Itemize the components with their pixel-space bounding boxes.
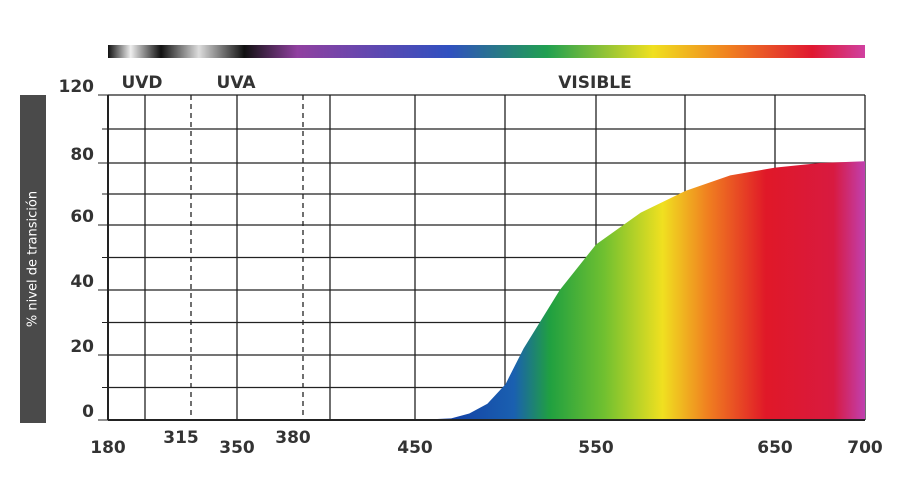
x-tick-label: 380 xyxy=(275,428,311,448)
x-tick-label: 700 xyxy=(847,438,883,458)
x-tick-label: 315 xyxy=(163,428,199,448)
region-label: VISIBLE xyxy=(558,73,631,93)
spectrum-bar xyxy=(108,45,865,58)
y-tick-label: 20 xyxy=(70,337,94,357)
x-tick-label: 180 xyxy=(90,438,126,458)
x-tick-label: 550 xyxy=(578,438,614,458)
y-tick-label: 0 xyxy=(82,402,94,422)
y-axis-label: % nivel de transición xyxy=(26,191,41,327)
y-tick-label: 60 xyxy=(70,207,94,227)
y-tick-label: 40 xyxy=(70,272,94,292)
region-label: UVD xyxy=(121,73,162,93)
y-label-box xyxy=(20,95,46,423)
x-tick-label: 450 xyxy=(397,438,433,458)
transmission-area xyxy=(415,161,865,421)
y-tick-label: 80 xyxy=(70,145,94,165)
region-label: UVA xyxy=(217,73,257,93)
y-tick-label: 120 xyxy=(59,77,95,97)
x-tick-label: 650 xyxy=(757,438,793,458)
x-tick-label: 350 xyxy=(219,438,255,458)
